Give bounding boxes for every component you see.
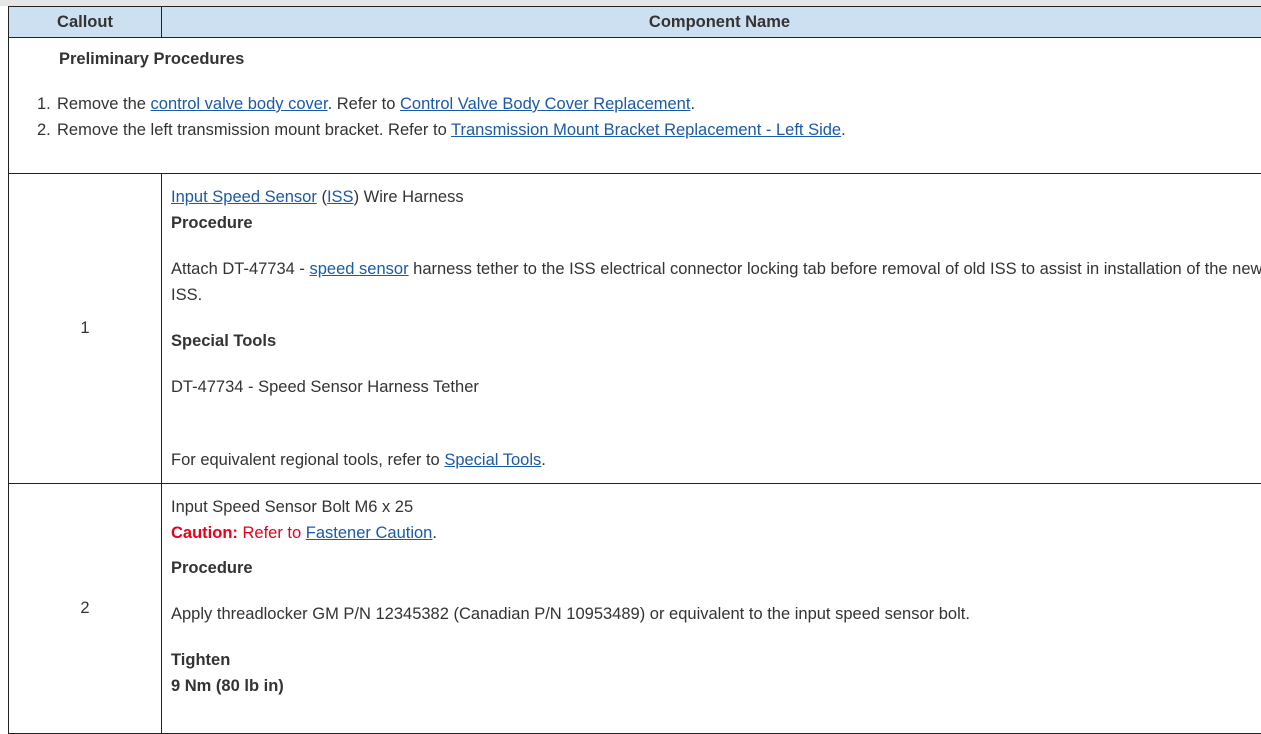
torque-value: 9 Nm (80 lb in) [171,673,1261,699]
table-row: 2 Input Speed Sensor Bolt M6 x 25 Cautio… [9,484,1261,734]
caution-text: Caution: Refer to Fastener Caution. [171,520,1261,546]
table-header: Callout Component Name [9,7,1261,38]
list-item: 1.Remove the control valve body cover. R… [57,91,1261,117]
fastener-caution-link[interactable]: Fastener Caution [306,524,433,542]
procedure-table: Callout Component Name Preliminary Proce… [8,6,1261,734]
input-speed-sensor-link[interactable]: Input Speed Sensor [171,188,317,206]
header-callout: Callout [9,7,162,38]
control-valve-body-cover-link[interactable]: control valve body cover [151,95,328,113]
component-name: Input Speed Sensor (ISS) Wire Harness [171,184,1261,210]
transmission-mount-bracket-link[interactable]: Transmission Mount Bracket Replacement -… [451,121,841,139]
preliminary-title: Preliminary Procedures [59,50,1261,69]
procedure-text: Apply threadlocker GM P/N 12345382 (Cana… [171,601,1261,627]
special-tools-link[interactable]: Special Tools [444,451,541,469]
procedure-label: Procedure [171,555,1261,581]
header-component-name: Component Name [162,7,1261,38]
procedure-text: Attach DT-47734 - speed sensor harness t… [171,256,1261,308]
control-valve-body-cover-replacement-link[interactable]: Control Valve Body Cover Replacement [400,95,690,113]
procedure-label: Procedure [171,210,1261,236]
preliminary-steps: 1.Remove the control valve body cover. R… [57,91,1261,143]
speed-sensor-link[interactable]: speed sensor [310,260,409,278]
component-name: Input Speed Sensor Bolt M6 x 25 [171,494,1261,520]
callout-number: 1 [9,174,162,484]
preliminary-row: Preliminary Procedures 1.Remove the cont… [9,38,1261,174]
tighten-label: Tighten [171,647,1261,673]
tool-text: DT-47734 - Speed Sensor Harness Tether [171,374,1261,400]
callout-number: 2 [9,484,162,734]
list-item: 2.Remove the left transmission mount bra… [57,117,1261,143]
special-tools-label: Special Tools [171,328,1261,354]
table-row: 1 Input Speed Sensor (ISS) Wire Harness … [9,174,1261,484]
regional-tools-text: For equivalent regional tools, refer to … [171,447,1261,473]
iss-link[interactable]: ISS [327,188,354,206]
